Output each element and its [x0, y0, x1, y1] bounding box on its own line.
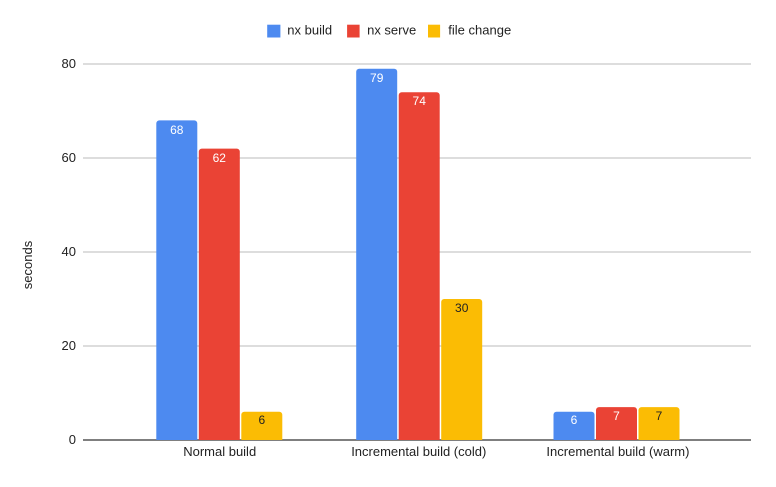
- svg-text:7: 7: [656, 409, 663, 423]
- svg-text:60: 60: [62, 150, 76, 165]
- svg-text:20: 20: [62, 338, 76, 353]
- svg-text:nx serve: nx serve: [367, 23, 416, 38]
- svg-text:79: 79: [370, 71, 384, 85]
- svg-text:80: 80: [62, 56, 76, 71]
- svg-text:74: 74: [413, 94, 427, 108]
- svg-text:Incremental build (cold): Incremental build (cold): [351, 444, 486, 459]
- svg-text:40: 40: [62, 244, 76, 259]
- svg-text:6: 6: [258, 413, 265, 427]
- svg-text:nx build: nx build: [287, 23, 332, 38]
- svg-text:seconds: seconds: [20, 240, 35, 289]
- svg-text:Normal build: Normal build: [183, 444, 256, 459]
- svg-text:0: 0: [69, 432, 76, 447]
- svg-text:Incremental build (warm): Incremental build (warm): [546, 444, 689, 459]
- svg-text:6: 6: [571, 413, 578, 427]
- svg-text:file change: file change: [448, 23, 511, 38]
- svg-text:68: 68: [170, 123, 184, 137]
- svg-text:7: 7: [613, 409, 620, 423]
- svg-text:30: 30: [455, 301, 469, 315]
- svg-text:62: 62: [213, 151, 227, 165]
